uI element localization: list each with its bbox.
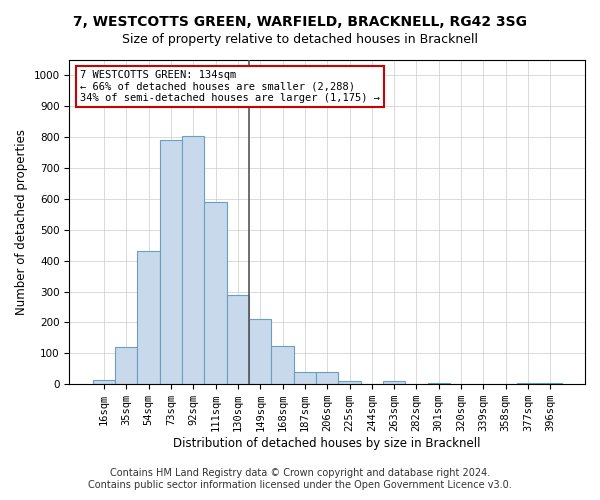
Y-axis label: Number of detached properties: Number of detached properties <box>15 129 28 315</box>
Bar <box>160 140 182 384</box>
Bar <box>271 346 294 384</box>
Text: 7 WESTCOTTS GREEN: 134sqm
← 66% of detached houses are smaller (2,288)
34% of se: 7 WESTCOTTS GREEN: 134sqm ← 66% of detac… <box>80 70 380 103</box>
Bar <box>338 380 361 384</box>
Bar <box>205 202 227 384</box>
Bar <box>137 252 160 384</box>
Bar <box>249 320 271 384</box>
Bar <box>517 382 539 384</box>
Bar <box>182 136 205 384</box>
Text: Contains HM Land Registry data © Crown copyright and database right 2024.
Contai: Contains HM Land Registry data © Crown c… <box>88 468 512 490</box>
Bar <box>115 347 137 384</box>
Bar <box>316 372 338 384</box>
Bar <box>383 381 406 384</box>
Bar <box>294 372 316 384</box>
Text: 7, WESTCOTTS GREEN, WARFIELD, BRACKNELL, RG42 3SG: 7, WESTCOTTS GREEN, WARFIELD, BRACKNELL,… <box>73 15 527 29</box>
Text: Size of property relative to detached houses in Bracknell: Size of property relative to detached ho… <box>122 32 478 46</box>
Bar <box>227 294 249 384</box>
Bar <box>428 382 450 384</box>
X-axis label: Distribution of detached houses by size in Bracknell: Distribution of detached houses by size … <box>173 437 481 450</box>
Bar <box>93 380 115 384</box>
Bar <box>539 382 562 384</box>
